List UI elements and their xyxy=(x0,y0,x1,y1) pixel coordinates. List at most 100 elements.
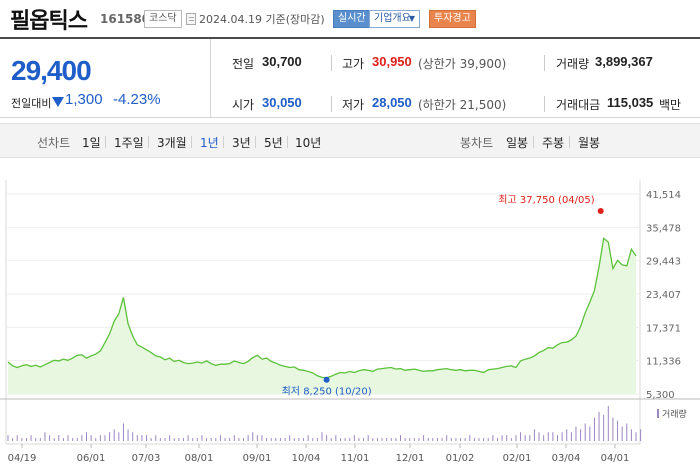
volume-bar xyxy=(413,438,415,441)
volume-bar xyxy=(132,432,134,441)
volume-bar xyxy=(593,417,595,441)
volume-bar xyxy=(358,438,360,441)
prev-close-label: 전일 xyxy=(232,57,255,71)
volume-bar xyxy=(339,438,341,441)
volume-bar xyxy=(607,406,609,441)
volume-legend-icon xyxy=(657,409,659,418)
volume-label: 거래량 xyxy=(556,57,590,71)
volume-bar xyxy=(409,438,411,441)
candle-chart-label: 봉차트 xyxy=(460,136,494,150)
x-tick-label: 11/01 xyxy=(341,453,370,464)
tab-monthly[interactable]: 월봉 xyxy=(578,136,601,150)
volume-bar xyxy=(86,432,87,441)
volume-bar xyxy=(289,435,291,441)
volume-value: 3,899,367 xyxy=(595,54,653,69)
volume-bar xyxy=(487,438,489,441)
change-label: 전일대비 xyxy=(11,97,52,110)
volume-bar xyxy=(99,435,101,441)
volume-bar xyxy=(621,426,623,441)
price-chart-svg: 41,514 35,478 29,443 23,407 17,371 11,336 5,30… xyxy=(0,180,700,464)
max-marker xyxy=(597,208,604,214)
tab-10y[interactable]: 10년 xyxy=(295,136,322,150)
volume-bar xyxy=(81,435,83,441)
tab-1w[interactable]: 1주일 xyxy=(114,136,144,150)
volume-bar xyxy=(62,438,64,441)
volume-bar xyxy=(580,429,582,441)
tab-5y[interactable]: 5년 xyxy=(264,136,283,150)
max-annotation: 최고 37,750 (04/05) xyxy=(498,194,594,206)
volume-bar xyxy=(21,438,23,441)
company-overview-dropdown[interactable]: 기업개요 ▼ xyxy=(369,10,420,28)
volume-bar xyxy=(423,435,425,441)
volume-bar xyxy=(626,423,628,441)
volume-bar xyxy=(210,438,212,441)
volume-bar xyxy=(95,438,97,441)
change-amount: 1,300 xyxy=(65,91,103,108)
volume-bar xyxy=(58,435,60,441)
realtime-button[interactable]: 실시간 xyxy=(333,10,371,28)
lower-limit: (하한가 21,500) xyxy=(418,98,507,112)
volume-bar xyxy=(326,435,328,441)
volume-bar xyxy=(275,438,277,441)
volume-bar xyxy=(25,438,27,441)
volume-bar xyxy=(256,435,258,441)
tab-daily[interactable]: 일봉 xyxy=(506,136,529,150)
volume-bar xyxy=(270,438,272,441)
volume-bar xyxy=(312,438,314,441)
volume-bar xyxy=(215,438,217,441)
investment-warning-badge[interactable]: 투자경고 xyxy=(429,10,476,28)
volume-bar xyxy=(118,432,120,441)
volume-bar xyxy=(261,435,263,441)
volume-bar xyxy=(520,432,522,441)
volume-bar xyxy=(529,435,531,441)
volume-bar xyxy=(478,438,480,441)
volume-bar xyxy=(7,435,9,441)
x-tick-label: 12/01 xyxy=(396,453,425,464)
volume-bar xyxy=(76,438,78,441)
volume-bar xyxy=(150,438,152,441)
y-tick-label: 35,478 xyxy=(646,223,681,234)
volume-bar xyxy=(141,435,143,441)
y-tick-label: 17,371 xyxy=(646,323,681,334)
volume-bar xyxy=(229,438,231,441)
chevron-down-icon: ▼ xyxy=(408,14,415,23)
volume-bar xyxy=(344,438,346,441)
price-panel: 29,400 전일대비 1,300 -4.23% 전일 30,700 고가 30… xyxy=(0,37,700,118)
tab-1y[interactable]: 1년 xyxy=(200,136,219,150)
x-tick-label: 10/04 xyxy=(292,453,321,464)
x-tick-label: 06/01 xyxy=(77,453,106,464)
volume-bar xyxy=(122,423,124,441)
y-tick-label: 5,300 xyxy=(646,390,675,401)
volume-bar xyxy=(404,438,406,441)
divider xyxy=(331,96,332,112)
volume-bar xyxy=(510,438,512,441)
tab-3m[interactable]: 3개월 xyxy=(157,136,187,150)
volume-bar xyxy=(72,438,74,441)
trade-amount-unit: 백만 xyxy=(659,98,682,112)
volume-bar xyxy=(584,423,586,441)
min-marker xyxy=(323,376,330,383)
volume-bar xyxy=(552,432,554,441)
tab-weekly[interactable]: 주봉 xyxy=(542,136,565,150)
volume-bar xyxy=(589,426,591,441)
volume-bar xyxy=(349,438,351,441)
current-price: 29,400 xyxy=(11,55,92,86)
tab-1d[interactable]: 1일 xyxy=(82,136,101,150)
volume-bar xyxy=(570,432,572,441)
volume-bar xyxy=(252,432,254,441)
volume-bar xyxy=(432,438,434,441)
volume-bar xyxy=(192,438,194,441)
volume-bar xyxy=(159,438,161,441)
company-overview-label: 기업개요 xyxy=(374,13,411,24)
volume-bar xyxy=(598,411,600,441)
line-chart-label: 선차트 xyxy=(37,136,71,150)
x-tick-label: 04/01 xyxy=(601,453,630,464)
volume-bar xyxy=(543,435,545,441)
volume-bar xyxy=(533,429,535,441)
volume-bar xyxy=(187,435,189,441)
volume-bar xyxy=(316,438,318,441)
volume-bar xyxy=(233,435,235,441)
current-price-box: 29,400 전일대비 1,300 -4.23% xyxy=(0,39,211,118)
volume-bar xyxy=(492,435,494,441)
tab-3y[interactable]: 3년 xyxy=(232,136,251,150)
